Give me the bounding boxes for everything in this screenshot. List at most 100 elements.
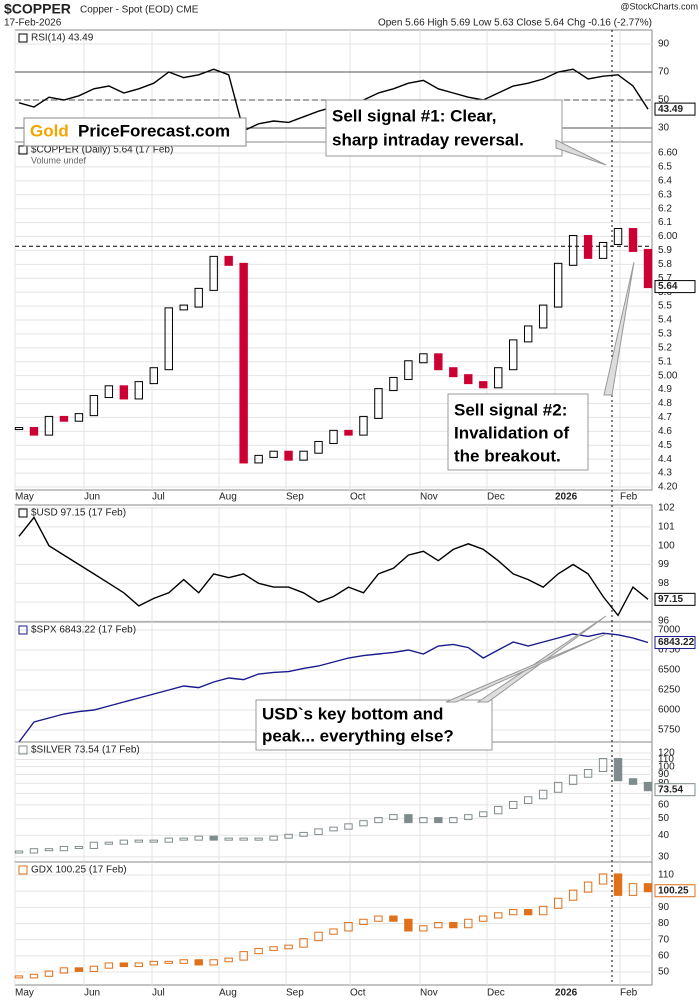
y-tick-label: 6.2	[658, 203, 672, 214]
candle	[254, 454, 263, 464]
last-value-box	[654, 884, 696, 898]
candle	[224, 255, 233, 266]
last-value-label: 5.64	[658, 281, 678, 292]
candle	[89, 841, 99, 849]
y-tick-label: 7000	[658, 625, 681, 636]
candle	[613, 228, 623, 245]
candle	[404, 814, 413, 824]
candle	[553, 262, 563, 308]
candle	[89, 965, 99, 972]
candle	[583, 235, 593, 259]
y-tick-label: 100	[658, 761, 675, 772]
candle	[344, 823, 353, 830]
candle	[479, 811, 488, 818]
candle	[494, 912, 503, 919]
y-tick-label: 90	[658, 39, 670, 50]
y-tick-label: 5750	[658, 725, 681, 736]
candle	[104, 841, 114, 845]
annotation: USD`s key bottom and	[262, 704, 443, 723]
candle	[44, 848, 54, 852]
x-tick-label: Jun	[84, 988, 100, 999]
candle	[284, 450, 293, 461]
candle	[29, 973, 39, 979]
candle	[44, 970, 54, 977]
candle	[314, 931, 323, 942]
candle	[104, 962, 114, 969]
y-tick-label: 6.3	[658, 189, 672, 200]
last-value-label: 6843.22	[658, 637, 695, 648]
candle	[299, 450, 308, 461]
candle	[329, 928, 338, 935]
last-value-label: 43.49	[658, 104, 683, 115]
y-tick-label: 6750	[658, 645, 681, 656]
candle	[374, 388, 383, 419]
candle	[449, 817, 458, 824]
candle	[59, 967, 69, 974]
y-tick-label: 4.3	[658, 468, 672, 479]
x-tick-label: Sep	[286, 492, 304, 503]
candle	[523, 909, 533, 916]
candle	[583, 881, 593, 893]
y-tick-label: 90	[658, 902, 670, 913]
candle	[239, 837, 248, 841]
candle	[44, 415, 54, 436]
candle	[613, 873, 623, 896]
x-tick-label: Jul	[152, 492, 165, 503]
last-value-label: 97.15	[658, 594, 683, 605]
candle	[179, 837, 188, 841]
symbol: $COPPER	[4, 1, 71, 17]
annotation-box	[447, 393, 589, 471]
series-line	[18, 632, 649, 743]
legend-swatch	[18, 745, 28, 755]
candle	[598, 758, 608, 773]
x-tick-label: Nov	[420, 492, 438, 503]
y-tick-label: 60	[658, 800, 670, 811]
annotation: the breakout.	[454, 446, 561, 465]
y-tick-label: 5.3	[658, 329, 672, 340]
legend-label: RSI(14) 43.49	[31, 33, 94, 44]
candle	[359, 918, 368, 926]
candle	[119, 839, 129, 845]
candle	[239, 262, 248, 464]
candle	[269, 450, 278, 458]
last-value-box	[654, 280, 696, 294]
candle	[74, 967, 84, 972]
candle	[134, 962, 144, 968]
x-tick-label: Oct	[350, 988, 366, 999]
candle	[509, 339, 518, 371]
candle	[209, 835, 218, 841]
y-tick-label: 6.00	[658, 231, 678, 242]
candle	[583, 769, 593, 778]
y-tick-label: 4.5	[658, 440, 672, 451]
legend-label: $SILVER 73.54 (17 Feb)	[31, 745, 140, 756]
legend-sublabel: Volume undef	[31, 155, 87, 165]
x-tick-label: Aug	[219, 988, 237, 999]
y-tick-label: 50	[658, 967, 670, 978]
x-tick-label: 2026	[555, 988, 578, 999]
logo-gold: Gold	[30, 121, 69, 140]
y-tick-label: 96	[658, 616, 670, 627]
y-tick-label: 6000	[658, 705, 681, 716]
y-tick-label: 6.4	[658, 175, 672, 186]
candle	[419, 353, 428, 364]
candle	[59, 415, 69, 422]
x-tick-label: Dec	[487, 492, 505, 503]
candle	[568, 235, 578, 266]
last-value-label: 100.25	[658, 885, 689, 896]
candle	[14, 427, 24, 431]
y-tick-label: 110	[658, 870, 674, 881]
y-tick-label: 5.8	[658, 259, 672, 270]
candle	[119, 962, 129, 968]
candle	[419, 817, 428, 824]
candle	[359, 415, 368, 436]
y-tick-label: 100	[658, 540, 675, 551]
candle	[479, 915, 488, 922]
candle	[523, 796, 533, 804]
candle	[344, 429, 353, 436]
y-tick-label: 4.9	[658, 384, 672, 395]
logo-box	[23, 117, 247, 147]
x-tick-label: Jun	[84, 492, 100, 503]
candle	[179, 959, 188, 964]
y-tick-label: 6500	[658, 665, 681, 676]
